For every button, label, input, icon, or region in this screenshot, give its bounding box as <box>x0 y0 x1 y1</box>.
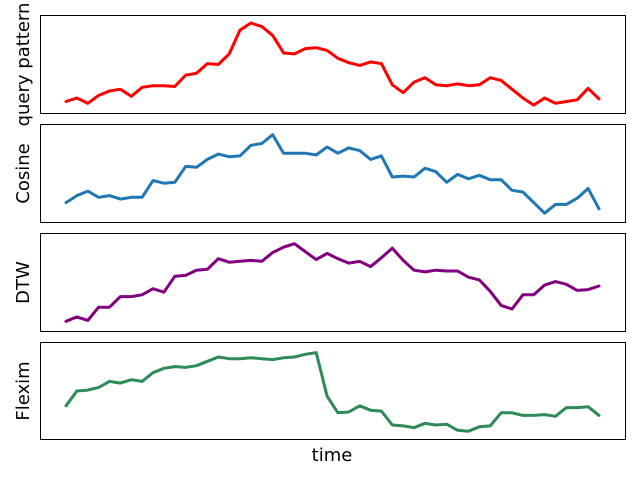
panel-cosine: Cosine <box>13 124 626 223</box>
dtw-ylabel: DTW <box>13 261 34 304</box>
dtw-axes <box>40 233 626 332</box>
cosine-axes <box>40 124 626 223</box>
flexim-line <box>64 351 601 433</box>
flexim-axes <box>40 342 626 440</box>
cosine-line <box>64 133 601 215</box>
panel-query-pattern: query pattern <box>13 3 626 127</box>
panel-dtw: DTW <box>13 233 626 332</box>
query-pattern-ylabel: query pattern <box>13 3 34 127</box>
cosine-ylabel: Cosine <box>13 143 34 203</box>
flexim-ylabel: Flexim <box>13 361 34 420</box>
dtw-line <box>64 242 601 323</box>
query-pattern-line <box>64 21 601 107</box>
x-axis-label: time <box>312 445 353 466</box>
query-pattern-axes <box>40 15 626 114</box>
panel-flexim: Flexim <box>13 342 626 440</box>
